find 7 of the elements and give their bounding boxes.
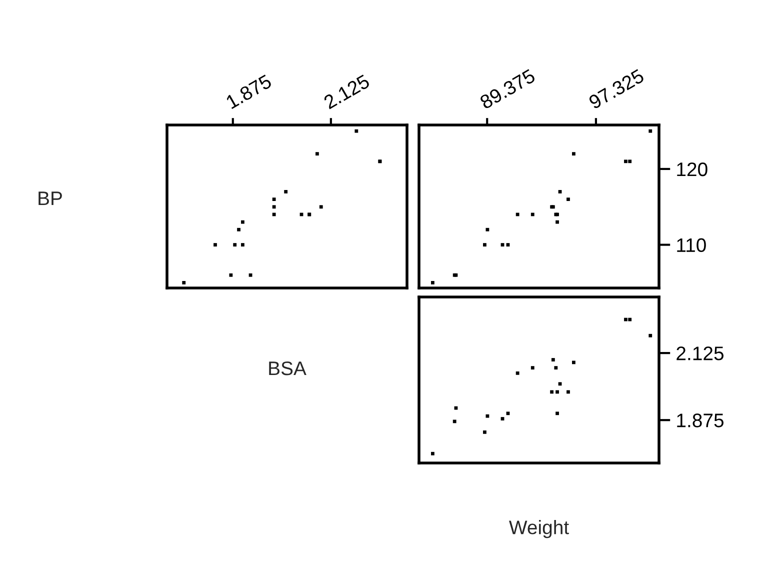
y-tick-label: 2.125 — [676, 346, 724, 360]
x-axis-title: Weight — [509, 520, 569, 538]
y-axis-title: BSA — [269, 361, 306, 376]
y-tick-label: 1.875 — [677, 414, 724, 428]
y-tick-label: 120 — [677, 162, 708, 176]
y-tick-label: 110 — [677, 238, 706, 252]
y-axis-title: BP — [38, 192, 62, 206]
